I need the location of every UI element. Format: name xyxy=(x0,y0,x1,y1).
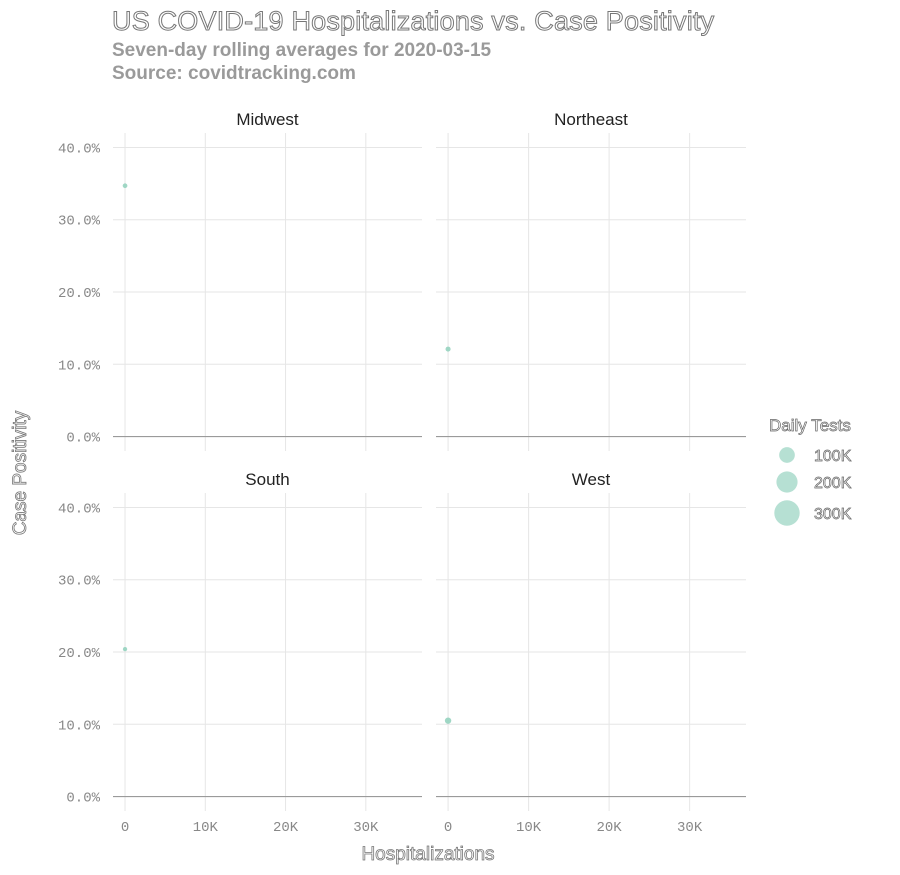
y-tick-label: 0.0% xyxy=(66,791,100,807)
chart-title: US COVID-19 Hospitalizations vs. Case Po… xyxy=(111,6,715,37)
data-point-midwest xyxy=(122,183,128,189)
y-axis-title: Case Positivity xyxy=(10,410,31,535)
data-point-south xyxy=(122,646,128,652)
data-point-west xyxy=(444,717,452,724)
legend-key-200k xyxy=(776,471,798,493)
y-tick-label: 20.0% xyxy=(58,646,101,662)
x-tick-label: 0 xyxy=(444,820,452,836)
y-tick-label: 40.0% xyxy=(58,141,101,157)
data-point-northeast xyxy=(445,346,451,352)
legend-label-300k: 300K xyxy=(814,506,852,523)
x-tick-label: 20K xyxy=(597,820,623,836)
y-tick-label: 30.0% xyxy=(58,574,101,590)
facet-title-south: South xyxy=(245,470,289,489)
x-tick-label: 20K xyxy=(273,820,299,836)
y-tick-label: 10.0% xyxy=(58,718,101,734)
legend-label-100k: 100K xyxy=(814,448,852,465)
chart-source: Source: covidtracking.com xyxy=(112,63,356,84)
facet-panel-midwest: Midwest 0.0% 10.0% 20.0% 30.0% 40.0% xyxy=(58,110,422,451)
legend-key-300k xyxy=(774,500,800,526)
y-tick-label: 40.0% xyxy=(58,501,101,517)
x-tick-label: 30K xyxy=(353,820,379,836)
y-tick-label: 10.0% xyxy=(58,358,101,374)
facet-panels: Midwest 0.0% 10.0% 20.0% 30.0% 40.0% Northeast… xyxy=(58,110,746,836)
facet-panel-south: South 0.0% 10.0% 20.0% 30.0% 40.0% 0 10K 20K 30K xyxy=(58,470,422,836)
x-tick-label: 30K xyxy=(677,820,703,836)
x-tick-label: 0 xyxy=(121,820,129,836)
legend-label-200k: 200K xyxy=(814,475,852,492)
chart-subtitle: Seven-day rolling averages for 2020-03-1… xyxy=(112,40,492,61)
facet-panel-northeast: Northeast xyxy=(436,110,746,451)
y-tick-label: 0.0% xyxy=(66,431,100,447)
legend-key-100k xyxy=(779,447,795,463)
facet-title-northeast: Northeast xyxy=(554,110,628,129)
facet-title-west: West xyxy=(572,470,611,489)
x-tick-label: 10K xyxy=(193,820,219,836)
y-tick-label: 30.0% xyxy=(58,214,101,230)
y-tick-label: 20.0% xyxy=(58,286,101,302)
x-axis-title: Hospitalizations xyxy=(361,844,494,865)
size-legend: Daily Tests 100K 200K 300K xyxy=(769,416,852,526)
x-tick-label: 10K xyxy=(516,820,542,836)
facet-panel-west: West 0 10K 20K 30K xyxy=(436,470,746,836)
legend-title: Daily Tests xyxy=(769,416,851,435)
facet-title-midwest: Midwest xyxy=(236,110,299,129)
